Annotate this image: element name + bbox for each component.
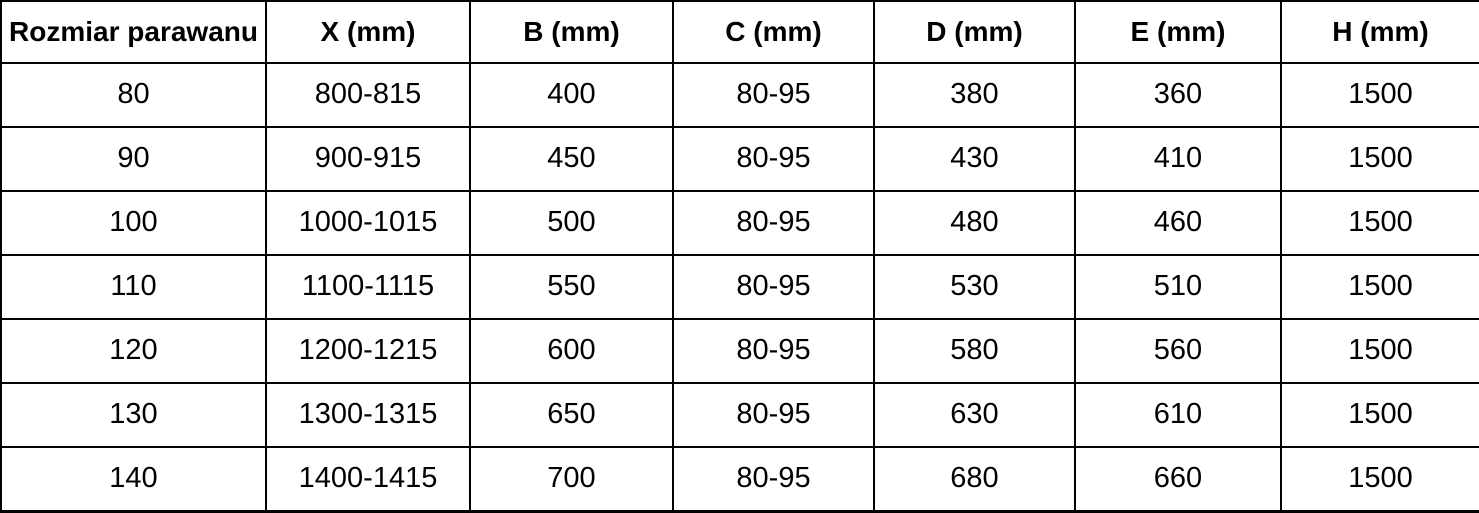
table-row: 90 900-915 450 80-95 430 410 1500 (0, 125, 1479, 192)
column-header-1: X (mm) (265, 0, 471, 64)
column-header-5: E (mm) (1074, 0, 1282, 64)
table-cell: 450 (469, 125, 674, 192)
table-cell: 90 (0, 125, 267, 192)
header-row: Rozmiar parawanu X (mm) B (mm) C (mm) D (mm)… (0, 0, 1479, 64)
table-cell: 700 (469, 445, 674, 513)
table-row: 120 1200-1215 600 80-95 580 560 1500 (0, 317, 1479, 384)
table-cell: 1200-1215 (265, 317, 471, 384)
table-body: 80 800-815 400 80-95 380 360 1500 90 900-915 450 8… (0, 62, 1479, 513)
table-cell: 660 (1074, 445, 1282, 513)
table-row: 80 800-815 400 80-95 380 360 1500 (0, 62, 1479, 128)
table-cell: 1500 (1280, 317, 1479, 384)
table-cell: 1100-1115 (265, 253, 471, 320)
table-cell: 1500 (1280, 125, 1479, 192)
table-cell: 80-95 (672, 317, 875, 384)
table-cell: 1300-1315 (265, 381, 471, 448)
table-cell: 130 (0, 381, 267, 448)
table-cell: 580 (873, 317, 1076, 384)
table-cell: 80-95 (672, 62, 875, 128)
table-cell: 1500 (1280, 62, 1479, 128)
table-cell: 120 (0, 317, 267, 384)
column-header-2: B (mm) (469, 0, 674, 64)
table-row: 130 1300-1315 650 80-95 630 610 1500 (0, 381, 1479, 448)
table-cell: 410 (1074, 125, 1282, 192)
table-cell: 650 (469, 381, 674, 448)
table-cell: 600 (469, 317, 674, 384)
column-header-4: D (mm) (873, 0, 1076, 64)
table-cell: 560 (1074, 317, 1282, 384)
table-cell: 80-95 (672, 381, 875, 448)
table-cell: 430 (873, 125, 1076, 192)
table-cell: 630 (873, 381, 1076, 448)
table-cell: 140 (0, 445, 267, 513)
table-cell: 360 (1074, 62, 1282, 128)
table-cell: 800-815 (265, 62, 471, 128)
table-row: 100 1000-1015 500 80-95 480 460 1500 (0, 189, 1479, 256)
table-cell: 80-95 (672, 445, 875, 513)
table-cell: 1500 (1280, 253, 1479, 320)
table-cell: 100 (0, 189, 267, 256)
table-cell: 550 (469, 253, 674, 320)
table-cell: 510 (1074, 253, 1282, 320)
table-row: 110 1100-1115 550 80-95 530 510 1500 (0, 253, 1479, 320)
table-cell: 900-915 (265, 125, 471, 192)
column-header-6: H (mm) (1280, 0, 1479, 64)
table-cell: 1400-1415 (265, 445, 471, 513)
table-cell: 480 (873, 189, 1076, 256)
table-cell: 610 (1074, 381, 1282, 448)
table-row: 140 1400-1415 700 80-95 680 660 1500 (0, 445, 1479, 513)
table-cell: 380 (873, 62, 1076, 128)
table-cell: 1500 (1280, 445, 1479, 513)
table-cell: 1500 (1280, 381, 1479, 448)
table-cell: 500 (469, 189, 674, 256)
table-cell: 80-95 (672, 125, 875, 192)
column-header-0: Rozmiar parawanu (0, 0, 267, 64)
table-cell: 80 (0, 62, 267, 128)
table-cell: 530 (873, 253, 1076, 320)
table-cell: 400 (469, 62, 674, 128)
table-cell: 680 (873, 445, 1076, 513)
table-cell: 1000-1015 (265, 189, 471, 256)
table-cell: 80-95 (672, 253, 875, 320)
table-cell: 460 (1074, 189, 1282, 256)
table-cell: 110 (0, 253, 267, 320)
table-cell: 1500 (1280, 189, 1479, 256)
column-header-3: C (mm) (672, 0, 875, 64)
table-cell: 80-95 (672, 189, 875, 256)
